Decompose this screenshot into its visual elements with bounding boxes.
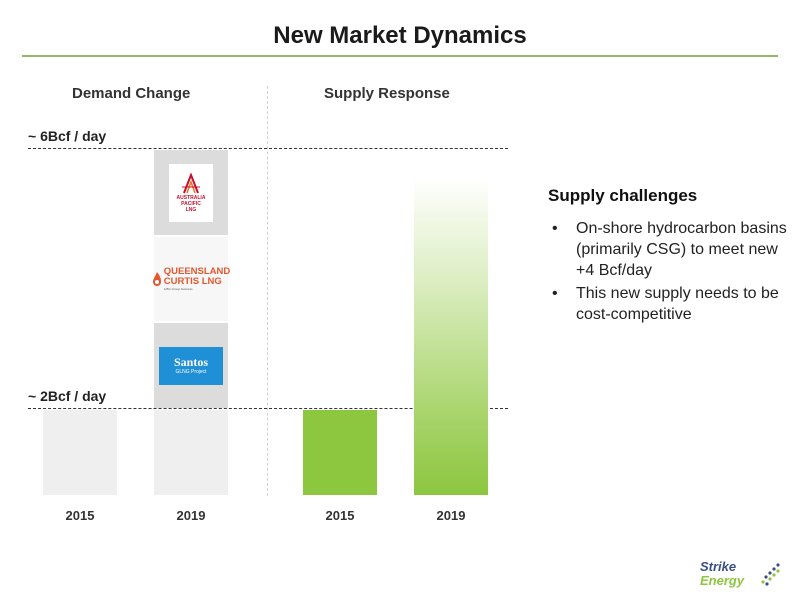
supply-2015-bar [303, 410, 377, 495]
challenges-heading: Supply challenges [548, 186, 698, 205]
qclng-tagline: A BG Group business [163, 286, 193, 291]
qclng-flame-icon [152, 272, 161, 286]
brand-dots-icon [761, 563, 780, 586]
title-divider [22, 55, 778, 57]
supply-response-heading: Supply Response [324, 85, 450, 102]
section-divider [267, 86, 268, 496]
supply-2015-label: 2015 [325, 508, 355, 523]
santos-name: Santos [173, 354, 208, 369]
qclng-name: QUEENSLAND [163, 265, 231, 277]
supply-2019-label: 2019 [436, 508, 466, 523]
qclng-logo-segment: QUEENSLAND CURTIS LNG A BG Group busines… [152, 237, 231, 321]
brand-line-1: Strike [700, 559, 737, 574]
qclng-name-2: CURTIS LNG [163, 275, 222, 287]
demand-2019-base-bar [154, 410, 228, 495]
page-title: New Market Dynamics [273, 22, 527, 49]
demand-2015-bar [43, 410, 117, 495]
strike-energy-logo: Strike Energy [700, 560, 790, 594]
brand-line-2: Energy [700, 573, 745, 588]
qclng-logo: QUEENSLAND CURTIS LNG A BG Group busines… [152, 265, 231, 292]
santos-logo-segment: Santos GLNG Project [154, 323, 228, 408]
level-line-2bcf [28, 408, 508, 409]
challenge-text-2: This new supply needs to be cost-competi… [576, 285, 779, 323]
aplng-logo-segment: AUSTRALIA PACIFIC LNG [154, 150, 228, 235]
aplng-logo: AUSTRALIA PACIFIC LNG [169, 163, 213, 222]
challenges-list: • On-shore hydrocarbon basins (primarily … [548, 218, 788, 327]
bullet-icon: • [552, 220, 558, 237]
aplng-line-3: LNG [185, 206, 197, 213]
list-item: • On-shore hydrocarbon basins (primarily … [548, 218, 788, 281]
level-label-6bcf: ~ 6Bcf / day [28, 128, 107, 144]
aplng-line-1: AUSTRALIA [176, 194, 206, 201]
supply-2019-bar [414, 178, 488, 495]
santos-project: GLNG Project [175, 368, 207, 375]
santos-logo: Santos GLNG Project [159, 346, 223, 385]
demand-2015-label: 2015 [65, 508, 95, 523]
challenge-text-1: On-shore hydrocarbon basins (primarily C… [576, 220, 787, 279]
level-line-6bcf [28, 148, 508, 149]
level-label-2bcf: ~ 2Bcf / day [28, 388, 107, 404]
list-item: • This new supply needs to be cost-compet… [548, 283, 788, 325]
demand-2019-label: 2019 [176, 508, 206, 523]
aplng-line-2: PACIFIC [181, 200, 201, 207]
aplng-mark-icon [182, 172, 200, 193]
demand-change-heading: Demand Change [72, 85, 191, 102]
bullet-icon: • [552, 285, 558, 302]
